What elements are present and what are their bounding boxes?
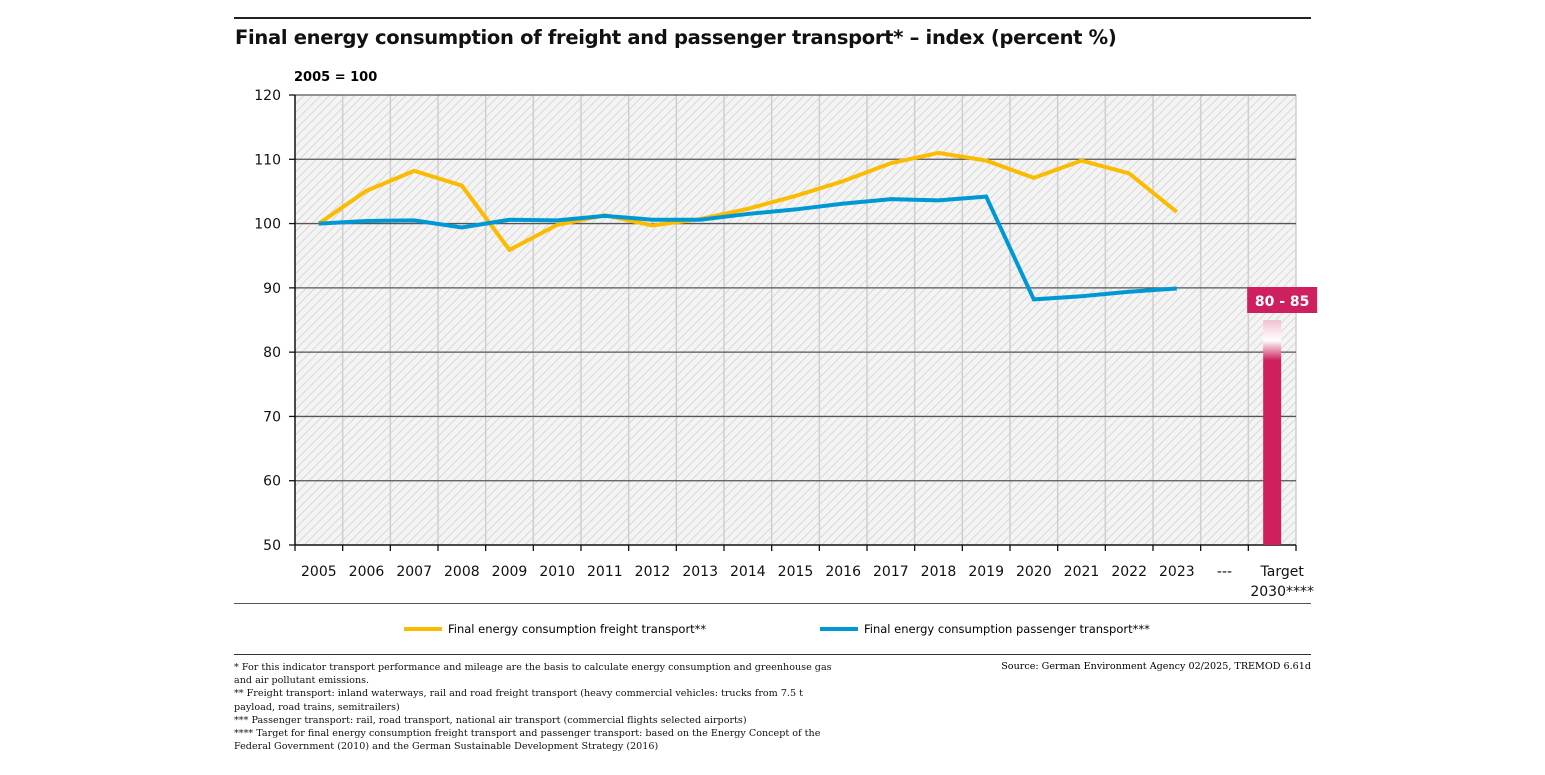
legend-label-passenger: Final energy consumption passenger trans…	[864, 622, 1150, 636]
x-tick-label: 2012	[635, 564, 671, 580]
mid-rule	[234, 603, 1311, 604]
y-tick-label: 90	[263, 281, 281, 297]
x-tick-label: 2008	[444, 564, 480, 580]
x-tick-label: Target	[1260, 564, 1305, 580]
footnotes: * For this indicator transport performan…	[234, 661, 834, 753]
y-tick-label: 100	[254, 217, 281, 233]
y-tick-label: 70	[263, 409, 281, 425]
x-tick-label: 2013	[682, 564, 718, 580]
x-tick-label: 2015	[778, 564, 814, 580]
x-tick-label: 2006	[349, 564, 385, 580]
x-tick-label: 2030****	[1250, 584, 1314, 600]
y-tick-label: 50	[263, 538, 281, 554]
y-tick-label: 120	[254, 88, 281, 104]
x-tick-label: 2010	[539, 564, 575, 580]
x-tick-label: 2022	[1111, 564, 1147, 580]
legend-item-passenger: Final energy consumption passenger trans…	[820, 622, 1150, 636]
bottom-rule	[234, 654, 1311, 655]
legend-swatch-freight	[404, 627, 442, 631]
target-label-box	[1247, 287, 1318, 313]
x-tick-label: 2014	[730, 564, 766, 580]
legend-item-freight: Final energy consumption freight transpo…	[404, 622, 706, 636]
y-tick-label: 110	[254, 152, 281, 168]
footnote: **** Target for final energy consumption…	[234, 728, 821, 753]
y-axis-label: 2005 = 100	[294, 70, 378, 85]
x-tick-label: 2019	[968, 564, 1004, 580]
x-tick-label: 2011	[587, 564, 623, 580]
y-tick-label: 80	[263, 345, 281, 361]
x-tick-label: ---	[1217, 564, 1232, 580]
source-note: Source: German Environment Agency 02/202…	[1001, 661, 1311, 672]
footnote: *** Passenger transport: rail, road tran…	[234, 714, 747, 726]
x-tick-label: 2009	[492, 564, 528, 580]
y-tick-label: 60	[263, 474, 281, 490]
target-label: 80 - 85	[1255, 294, 1310, 310]
footnote: * For this indicator transport performan…	[234, 662, 832, 687]
target-bar	[1263, 320, 1282, 545]
x-tick-label: 2021	[1064, 564, 1100, 580]
plot: 50 60 70 80 90 100 110 120 2005 2006 2007 2008 2009 2…	[254, 88, 1318, 600]
x-tick-label: 2020	[1016, 564, 1052, 580]
x-tick-label: 2016	[825, 564, 861, 580]
x-tick-label: 2018	[921, 564, 957, 580]
legend-label-freight: Final energy consumption freight transpo…	[448, 622, 707, 636]
x-tick-label: 2005	[301, 564, 337, 580]
x-tick-label: 2023	[1159, 564, 1195, 580]
chart-title: Final energy consumption of freight and …	[235, 26, 1117, 49]
plot-background	[295, 95, 1296, 545]
legend-swatch-passenger	[820, 627, 858, 631]
x-tick-label: 2007	[396, 564, 432, 580]
x-tick-label: 2017	[873, 564, 909, 580]
top-rule	[234, 17, 1311, 19]
footnote: ** Freight transport: inland waterways, …	[234, 688, 803, 713]
